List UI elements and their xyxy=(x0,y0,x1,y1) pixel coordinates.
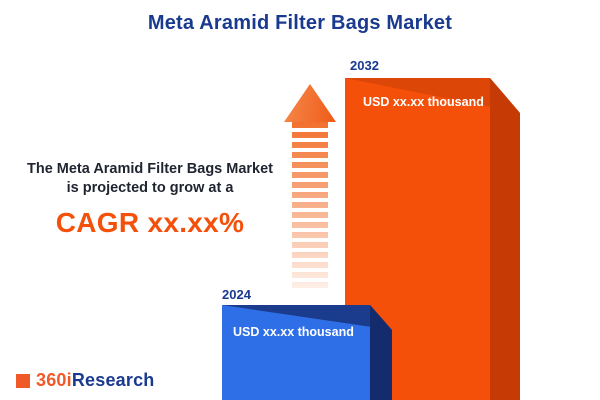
cagr-value: CAGR xx.xx% xyxy=(55,206,245,238)
promo-line-2: is projected to grow at a xyxy=(66,179,234,196)
bar-2024 xyxy=(222,305,392,400)
logo-text: 360iResearch xyxy=(36,370,155,391)
bar-2032-side xyxy=(490,78,520,400)
growth-arrow xyxy=(284,84,336,290)
logo-prefix: 360i xyxy=(36,370,72,390)
promo-text: The Meta Aramid Filter Bags Market is pr… xyxy=(0,160,300,239)
arrow-head-icon xyxy=(284,84,336,122)
page-title: Meta Aramid Filter Bags Market xyxy=(147,12,453,34)
promo-line-1: The Meta Aramid Filter Bags Market xyxy=(26,161,274,177)
bar-2024-top xyxy=(222,305,392,330)
bar-value-2024: USD xx.xx thousand xyxy=(233,325,354,339)
logo-square-icon xyxy=(16,373,30,388)
bar-2024-front xyxy=(222,305,370,400)
bar-label-2032: 2032 xyxy=(350,58,379,73)
bar-2032 xyxy=(345,78,520,400)
arrow-stripes xyxy=(292,122,328,290)
bar-2032-top xyxy=(345,78,520,113)
brand-logo: 360iResearch xyxy=(16,370,155,391)
bar-label-2024: 2024 xyxy=(222,287,251,302)
bar-value-2032: USD xx.xx thousand xyxy=(363,95,484,109)
bar-2024-side xyxy=(370,305,392,400)
logo-suffix: Research xyxy=(71,370,155,390)
